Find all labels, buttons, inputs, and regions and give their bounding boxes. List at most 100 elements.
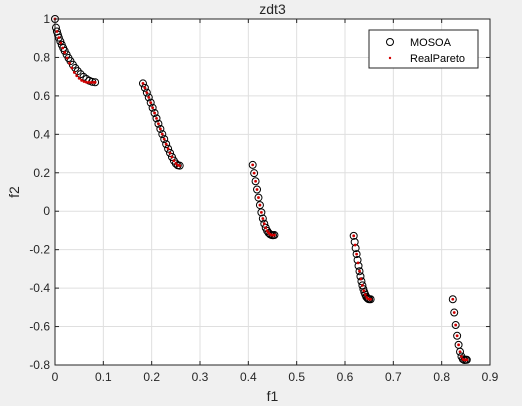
chart-title: zdt3	[259, 1, 286, 17]
mosoa-point	[450, 308, 459, 317]
y-tick-label: 0.6	[33, 89, 50, 103]
axes-box	[54, 18, 491, 366]
y-tick-label: -0.4	[29, 281, 50, 295]
realpareto-point	[172, 159, 176, 163]
realpareto-point	[352, 234, 356, 238]
realpareto-point	[89, 81, 93, 84]
mosoa-point	[456, 347, 465, 356]
mosoa-point	[260, 219, 269, 228]
x-tick-label: 0.7	[385, 370, 402, 384]
mosoa-point	[158, 130, 167, 139]
realpareto-point	[458, 350, 462, 354]
mosoa-point	[150, 108, 159, 117]
realpareto-point	[158, 127, 162, 131]
realpareto-point	[460, 355, 463, 358]
realpareto-point	[361, 284, 364, 287]
realpareto-point	[356, 261, 360, 265]
realpareto-point	[61, 46, 65, 50]
mosoa-point	[453, 331, 462, 340]
realpareto-point	[147, 96, 151, 99]
legend-marker-mosoa	[386, 38, 394, 46]
mosoa-point	[257, 208, 266, 217]
mosoa-point	[250, 169, 259, 178]
realpareto-point	[75, 74, 79, 78]
realpareto-point	[162, 137, 166, 141]
legend-label-realpareto: RealPareto	[410, 53, 465, 65]
mosoa-point	[146, 98, 155, 107]
realpareto-point	[451, 297, 455, 301]
realpareto-point	[257, 196, 260, 199]
realpareto-point	[87, 81, 91, 84]
y-tick-label: 1	[43, 12, 50, 26]
ticks: 0 0.1 0.2 0.3 0.4 0.5 0.6 0.7 0.8 0.9 -0.8 -0.6 -0.4…	[29, 12, 498, 384]
mosoa-point	[258, 214, 267, 223]
mosoa-point	[56, 37, 65, 46]
realpareto-point	[362, 289, 366, 293]
realpareto-point	[170, 155, 174, 159]
y-tick-label: 0.8	[33, 50, 50, 64]
mosoa-point	[162, 140, 171, 149]
realpareto-point	[153, 111, 156, 115]
x-tick-label: 0.6	[337, 370, 354, 384]
realpareto-point	[72, 71, 76, 74]
realpareto-point	[178, 164, 182, 168]
realpareto-point	[457, 343, 460, 347]
mosoa-point	[352, 250, 361, 259]
realpareto-point	[258, 203, 262, 207]
mosoa-point	[253, 185, 262, 194]
x-tick-label: 0.9	[482, 370, 499, 384]
realpareto-point	[57, 36, 61, 40]
realpareto-point	[255, 188, 259, 191]
y-tick-label: 0	[43, 204, 50, 218]
mosoa-point	[171, 159, 180, 168]
realpareto-point	[465, 358, 469, 362]
mosoa-point	[140, 83, 149, 92]
mosoa-point	[254, 193, 263, 202]
y-tick-label: -0.8	[29, 358, 50, 372]
realpareto-point	[259, 210, 263, 214]
x-tick-label: 0	[52, 370, 59, 384]
realpareto-point	[59, 41, 63, 45]
realpareto-point	[82, 80, 86, 83]
mosoa-point	[448, 295, 457, 304]
realpareto-point	[85, 80, 88, 84]
realpareto-point	[160, 132, 164, 136]
realpareto-point	[355, 252, 358, 256]
realpareto-point	[262, 222, 266, 226]
mosoa-point	[154, 119, 163, 128]
realpareto-point	[363, 293, 367, 297]
legend-box	[368, 29, 479, 69]
realpareto-point	[273, 233, 276, 237]
mosoa-point	[148, 103, 157, 112]
realpareto-point	[65, 56, 69, 60]
mosoa-point	[138, 79, 147, 88]
realpareto-point	[168, 151, 172, 155]
realpareto-point	[155, 116, 158, 120]
realpareto-point	[454, 323, 458, 327]
realpareto-point	[151, 106, 155, 110]
realpareto-point	[254, 179, 257, 183]
x-tick-label: 0.5	[288, 370, 305, 384]
realpareto-point	[55, 30, 59, 33]
legend: MOSOA RealPareto	[368, 29, 479, 69]
realpareto-point	[261, 217, 265, 220]
x-tick-label: 0.8	[433, 370, 450, 384]
mosoa-point	[349, 231, 358, 240]
realpareto-point	[264, 226, 268, 230]
y-tick-label: -0.2	[29, 243, 50, 257]
realpareto-point	[452, 311, 456, 314]
realpareto-point	[157, 122, 160, 126]
plot-area	[55, 19, 490, 365]
realpareto-point	[77, 76, 81, 80]
realpareto-point	[265, 229, 269, 233]
realpareto-point	[141, 81, 145, 85]
realpareto-point	[149, 101, 153, 105]
mosoa-point	[255, 201, 264, 210]
realpareto-point	[252, 171, 256, 175]
mosoa-point	[142, 88, 151, 97]
mosoa-point	[451, 321, 460, 330]
realpareto-point	[145, 91, 149, 95]
realpareto-point	[353, 243, 357, 247]
realpareto-point	[63, 51, 67, 54]
